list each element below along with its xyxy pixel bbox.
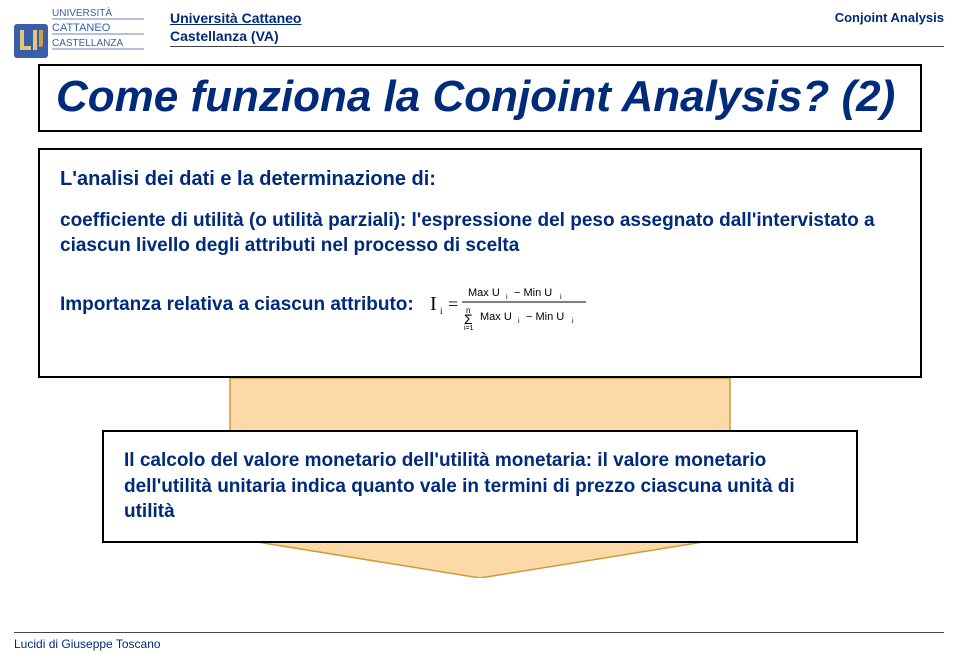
slide-title: Come funziona la Conjoint Analysis? (2) (56, 74, 904, 120)
svg-text:i=1: i=1 (464, 325, 474, 330)
logo-line1: UNIVERSITÀ (52, 6, 112, 19)
content-box: L'analisi dei dati e la determinazione d… (38, 148, 922, 378)
logo-line3: CASTELLANZA (52, 38, 123, 49)
footer-credit: Lucidi di Giuseppe Toscano (14, 637, 161, 651)
header-rule (170, 46, 944, 47)
liuc-logo-icon: UNIVERSITÀ CATTANEO CASTELLANZA (14, 6, 152, 58)
svg-text:− Min U: − Min U (526, 311, 564, 323)
slide-topic: Conjoint Analysis (835, 10, 944, 25)
svg-text:I: I (430, 293, 437, 315)
result-text: Il calcolo del valore monetario dell'uti… (124, 448, 836, 525)
content-row-2: Importanza relativa a ciascun attributo:… (60, 280, 900, 330)
svg-text:i: i (440, 306, 443, 316)
svg-text:i: i (518, 318, 520, 325)
content-paragraph-1: coefficiente di utilità (o utilità parzi… (60, 209, 900, 258)
result-box: Il calcolo del valore monetario dell'uti… (102, 430, 858, 543)
svg-text:Max U: Max U (468, 287, 500, 299)
university-location: Castellanza (VA) (170, 28, 279, 44)
university-name: Università Cattaneo (170, 10, 301, 26)
importance-formula: I i = Max U i − Min U i n Σ i=1 Max U i … (426, 280, 596, 330)
svg-text:Max U: Max U (480, 311, 512, 323)
logo-line2: CATTANEO (52, 22, 111, 34)
footer-rule (14, 632, 944, 633)
svg-text:i: i (572, 318, 574, 325)
svg-text:=: = (448, 294, 458, 314)
svg-text:− Min U: − Min U (514, 287, 552, 299)
content-lead: L'analisi dei dati e la determinazione d… (60, 168, 900, 191)
svg-text:i: i (560, 294, 562, 301)
institution-logo: UNIVERSITÀ CATTANEO CASTELLANZA (14, 6, 152, 58)
slide: UNIVERSITÀ CATTANEO CASTELLANZA Universi… (0, 0, 960, 661)
title-box: Come funziona la Conjoint Analysis? (2) (38, 64, 922, 132)
content-paragraph-2: Importanza relativa a ciascun attributo: (60, 294, 414, 316)
svg-text:i: i (506, 294, 508, 301)
